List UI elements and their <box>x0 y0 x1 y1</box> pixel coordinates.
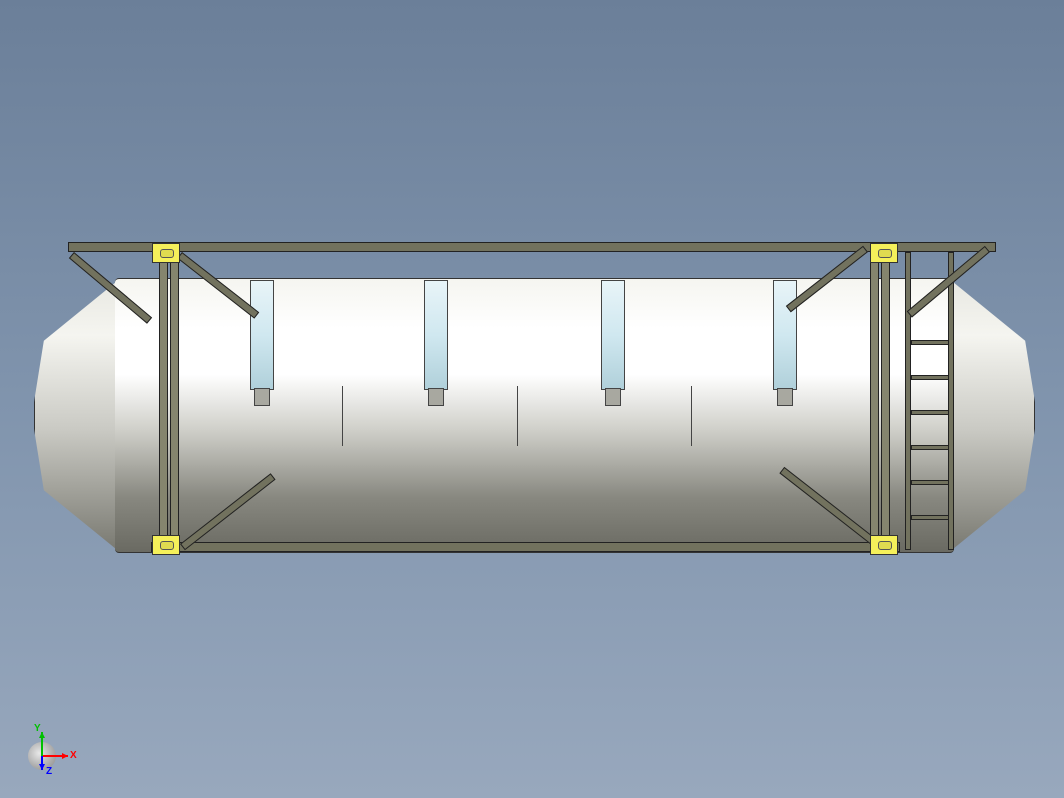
manhole-stub <box>777 388 793 406</box>
frame-vertical-post <box>870 252 879 544</box>
ladder-rung <box>911 410 949 415</box>
manhole-strip <box>424 280 448 390</box>
corner-fitting-aperture <box>878 541 892 550</box>
corner-fitting <box>152 535 180 555</box>
corner-fitting-aperture <box>878 249 892 258</box>
ladder-rung <box>911 340 949 345</box>
frame-vertical-post <box>881 252 890 544</box>
ladder-rung <box>911 515 949 520</box>
cad-viewport[interactable] <box>0 0 1064 798</box>
manhole-strip <box>250 280 274 390</box>
corner-fitting-aperture <box>160 541 174 550</box>
corner-fitting <box>152 243 180 263</box>
frame-vertical-post <box>159 252 168 544</box>
manhole-stub <box>605 388 621 406</box>
orientation-triad[interactable]: X Y Z <box>24 726 74 776</box>
tank-seam-line <box>342 386 343 446</box>
manhole-stub <box>254 388 270 406</box>
frame-bottom-rail <box>151 542 900 552</box>
ladder-rung <box>911 375 949 380</box>
ladder-rail <box>905 252 911 550</box>
ladder-rung <box>911 480 949 485</box>
corner-fitting <box>870 243 898 263</box>
corner-fitting-aperture <box>160 249 174 258</box>
tank-seam-line <box>517 386 518 446</box>
tank-endcap-left <box>34 282 116 549</box>
tank-seam-line <box>691 386 692 446</box>
manhole-strip <box>601 280 625 390</box>
ladder-rail <box>948 252 954 550</box>
axis-label-z: Z <box>46 766 52 777</box>
axis-label-x: X <box>70 750 77 761</box>
manhole-strip <box>773 280 797 390</box>
ladder-rung <box>911 445 949 450</box>
tank-endcap-right <box>953 282 1035 549</box>
axis-label-y: Y <box>34 723 41 734</box>
frame-vertical-post <box>170 252 179 544</box>
manhole-stub <box>428 388 444 406</box>
corner-fitting <box>870 535 898 555</box>
